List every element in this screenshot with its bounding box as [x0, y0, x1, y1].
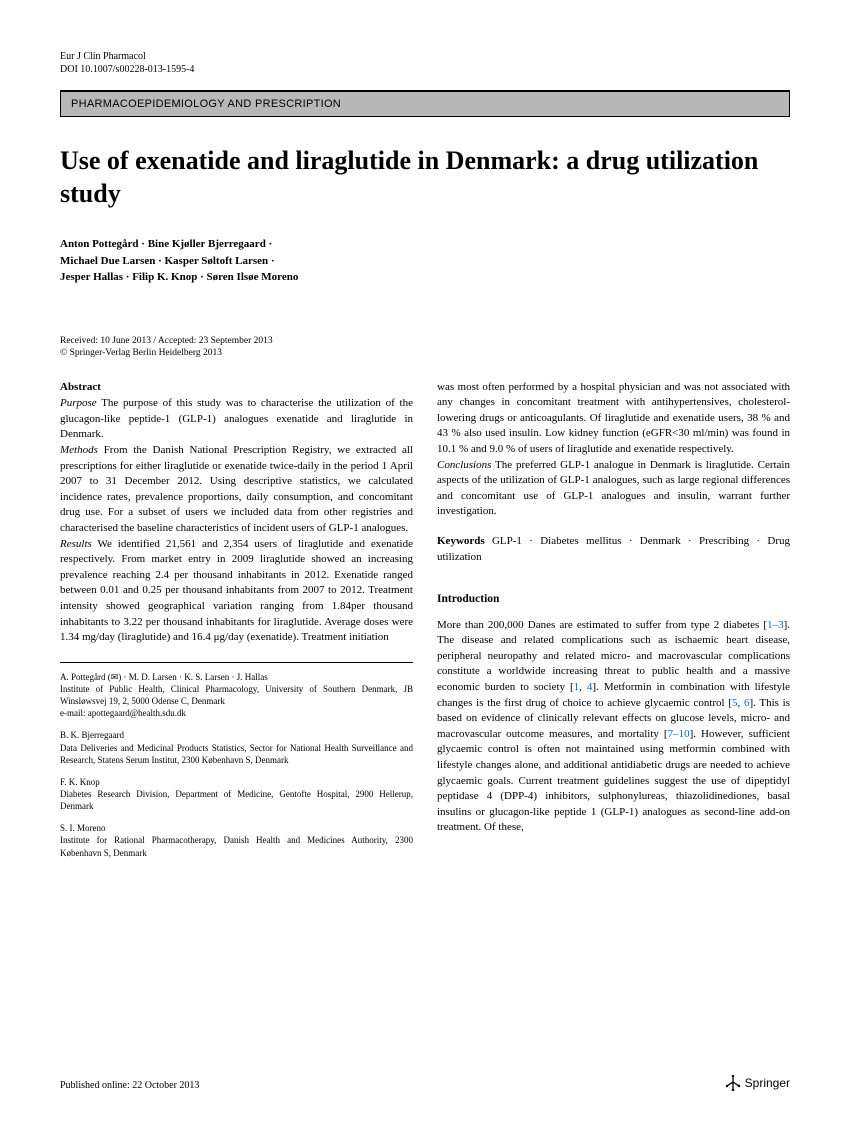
journal-header: Eur J Clin Pharmacol DOI 10.1007/s00228-…	[60, 50, 790, 76]
page-footer: Published online: 22 October 2013 Spring…	[60, 1075, 790, 1091]
doi: DOI 10.1007/s00228-013-1595-4	[60, 63, 790, 76]
publisher-logo: Springer	[725, 1075, 790, 1091]
affiliation-3: F. K. Knop Diabetes Research Division, D…	[60, 776, 413, 812]
keywords-label: Keywords	[437, 535, 485, 547]
introduction-heading: Introduction	[437, 591, 790, 607]
results-label: Results	[60, 538, 92, 550]
ref-link-1[interactable]: 1–3	[767, 619, 784, 631]
intro-t7: ]. However, sufficient glycaemic control…	[437, 728, 790, 834]
aff1-text: Institute of Public Health, Clinical Pha…	[60, 683, 413, 707]
abstract-methods: Methods From the Danish National Prescri…	[60, 443, 413, 537]
methods-label: Methods	[60, 444, 98, 456]
article-category: PHARMACOEPIDEMIOLOGY AND PRESCRIPTION	[60, 91, 790, 117]
results-text: We identified 21,561 and 2,354 users of …	[60, 538, 413, 644]
author-list: Anton Pottegård · Bine Kjøller Bjerregaa…	[60, 236, 790, 286]
journal-name: Eur J Clin Pharmacol	[60, 50, 790, 63]
aff2-text: Data Deliveries and Medicinal Products S…	[60, 742, 413, 766]
abstract-conclusions: Conclusions The preferred GLP-1 analogue…	[437, 458, 790, 520]
affiliation-2: B. K. Bjerregaard Data Deliveries and Me…	[60, 729, 413, 765]
aff3-text: Diabetes Research Division, Department o…	[60, 788, 413, 812]
affiliation-4: S. I. Moreno Institute for Rational Phar…	[60, 822, 413, 858]
published-online: Published online: 22 October 2013	[60, 1080, 199, 1091]
abstract-heading: Abstract	[60, 380, 413, 396]
aff3-names: F. K. Knop	[60, 776, 413, 788]
springer-icon	[725, 1075, 741, 1091]
ref-link-6[interactable]: 7–10	[668, 728, 690, 740]
article-title: Use of exenatide and liraglutide in Denm…	[60, 145, 790, 210]
left-column: Abstract Purpose The purpose of this stu…	[60, 380, 413, 869]
affiliation-1: A. Pottegård (✉) · M. D. Larsen · K. S. …	[60, 671, 413, 720]
purpose-text: The purpose of this study was to charact…	[60, 397, 413, 440]
article-dates: Received: 10 June 2013 / Accepted: 23 Se…	[60, 336, 790, 346]
aff4-text: Institute for Rational Pharmacotherapy, …	[60, 834, 413, 858]
affiliations: A. Pottegård (✉) · M. D. Larsen · K. S. …	[60, 662, 413, 859]
introduction-body: More than 200,000 Danes are estimated to…	[437, 618, 790, 837]
aff1-names: A. Pottegård (✉) · M. D. Larsen · K. S. …	[60, 671, 413, 683]
publisher-name: Springer	[745, 1076, 790, 1090]
copyright: © Springer-Verlag Berlin Heidelberg 2013	[60, 348, 790, 358]
body-columns: Abstract Purpose The purpose of this stu…	[60, 380, 790, 869]
abstract-purpose: Purpose The purpose of this study was to…	[60, 396, 413, 443]
conclusions-label: Conclusions	[437, 459, 491, 471]
aff1-email: e-mail: apottegaard@health.sdu.dk	[60, 707, 413, 719]
keywords: Keywords GLP-1 · Diabetes mellitus · Den…	[437, 534, 790, 565]
abstract-results: Results We identified 21,561 and 2,354 u…	[60, 537, 413, 646]
right-column: was most often performed by a hospital p…	[437, 380, 790, 869]
intro-t1: More than 200,000 Danes are estimated to…	[437, 619, 767, 631]
aff4-names: S. I. Moreno	[60, 822, 413, 834]
purpose-label: Purpose	[60, 397, 97, 409]
methods-text: From the Danish National Prescription Re…	[60, 444, 413, 534]
aff2-names: B. K. Bjerregaard	[60, 729, 413, 741]
intro-t3: ,	[579, 681, 587, 693]
abstract-continuation: was most often performed by a hospital p…	[437, 380, 790, 458]
keywords-text: GLP-1 · Diabetes mellitus · Denmark · Pr…	[437, 535, 790, 563]
